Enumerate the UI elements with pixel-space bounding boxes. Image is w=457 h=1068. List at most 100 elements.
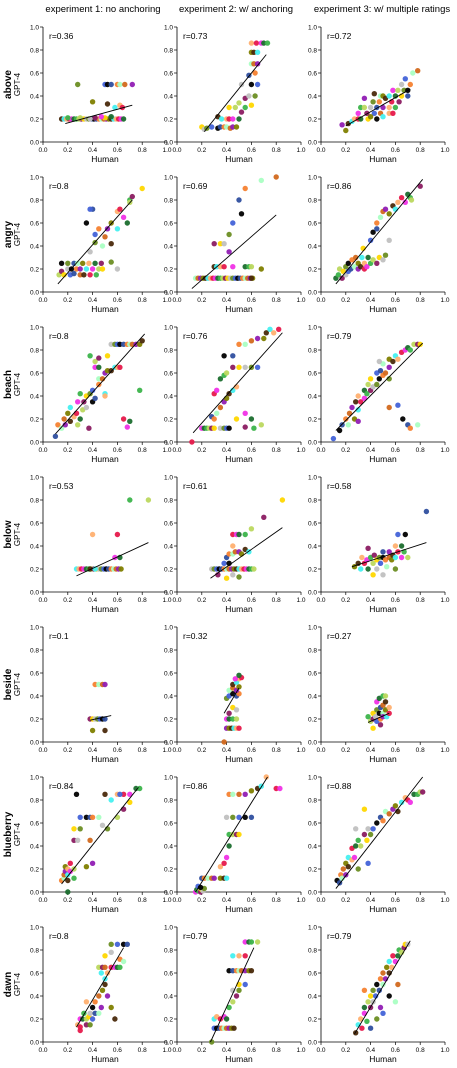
fit-line [57, 199, 133, 285]
data-point [58, 260, 65, 266]
data-point [248, 526, 255, 532]
y-tick-label: 0.6 [30, 670, 39, 677]
data-point [61, 272, 67, 278]
data-point [364, 391, 370, 397]
data-point [99, 243, 106, 249]
data-point [104, 101, 111, 107]
data-point [248, 40, 255, 46]
y-tick-label: 0.0 [164, 889, 173, 896]
y-tick-label: 1.0 [164, 624, 173, 631]
data-point [221, 739, 227, 745]
x-tick-label: 0.6 [247, 597, 256, 604]
data-point [230, 814, 236, 820]
data-point [364, 1018, 370, 1024]
panel-angry-3: 0.00.0 0.2 0.2 0.4 0.4 0.6 0.6 0.8 0.8 1.0 1.0 Huma… [308, 174, 450, 314]
data-point [372, 993, 379, 999]
row-label-angry: angry [3, 220, 14, 248]
correlation-label: r=0.36 [49, 31, 74, 41]
data-point [392, 803, 399, 809]
x-tick-label: 1.0 [440, 1047, 449, 1054]
fit-line [335, 179, 424, 285]
y-tick-label: 1.0 [308, 24, 317, 31]
panel-below-2: 0.00.0 0.2 0.2 0.4 0.4 0.6 0.6 0.8 0.8 1.0 1.0 Huma… [164, 474, 306, 614]
data-point [380, 549, 386, 555]
data-point [254, 364, 261, 370]
data-point [112, 104, 118, 111]
x-tick-label: 0.2 [197, 297, 206, 304]
data-point [96, 355, 102, 361]
data-point [367, 831, 374, 838]
y-tick-label: 0.4 [30, 843, 39, 850]
panel-dawn-1: 0.00.00.20.20.40.40.60.60.80.81.01.0Huma… [3, 924, 172, 1064]
fit-line [55, 333, 146, 435]
y-tick-label: 0.6 [30, 370, 39, 377]
y-tick-label: 0.8 [308, 347, 317, 354]
row-label-dawn: dawn [3, 972, 14, 998]
correlation-label: r=0.8 [49, 331, 69, 341]
x-tick-label: 0.4 [88, 147, 97, 154]
correlation-label: r=0.79 [327, 331, 352, 341]
data-point [122, 81, 128, 88]
data-point [226, 104, 232, 111]
y-tick-label: 0.0 [308, 889, 317, 896]
x-tick-label: 0.8 [416, 897, 425, 904]
data-point [65, 266, 71, 272]
x-tick-label: 0.8 [138, 747, 147, 754]
y-tick-label: 0.0 [30, 889, 39, 896]
data-point [226, 425, 232, 431]
data-point [221, 560, 227, 566]
y-tick-label: 1.0 [308, 174, 317, 181]
data-point [217, 404, 224, 411]
data-point [374, 566, 380, 572]
data-point [65, 877, 71, 884]
data-point [407, 347, 413, 353]
data-point [98, 1004, 105, 1011]
x-tick-label: 0.4 [366, 747, 375, 754]
data-point [75, 399, 81, 405]
data-point [370, 725, 376, 731]
data-point [376, 710, 382, 716]
x-tick-label: 0.8 [272, 147, 281, 154]
data-point [365, 999, 371, 1005]
data-point [400, 416, 406, 422]
data-point [230, 116, 236, 122]
data-point [120, 791, 127, 797]
data-point [226, 716, 232, 722]
data-point [96, 1010, 102, 1016]
y-tick-label: 0.8 [308, 497, 317, 504]
data-point [89, 860, 96, 866]
data-point [361, 95, 368, 102]
data-point [273, 174, 279, 180]
data-point [77, 391, 83, 397]
x-tick-label: 1.0 [296, 147, 305, 154]
x-axis-label: Human [369, 904, 397, 914]
y-tick-label: 0.4 [308, 993, 317, 1000]
y-tick-label: 0.0 [30, 1039, 39, 1046]
data-point [336, 427, 343, 434]
y-tick-label: 0.0 [308, 439, 317, 446]
data-point [236, 364, 242, 370]
x-tick-label: 0.6 [391, 147, 400, 154]
x-tick-label: 0.4 [88, 597, 97, 604]
data-point [374, 226, 380, 232]
data-point [129, 81, 135, 88]
data-point [92, 231, 98, 238]
data-point [277, 785, 283, 792]
data-point [55, 422, 61, 428]
x-tick-label: 0.8 [272, 747, 281, 754]
data-point [402, 76, 408, 82]
data-point [221, 353, 227, 359]
fit-line [354, 940, 411, 1035]
y-axis-label: GPT-4 [13, 972, 22, 996]
data-point [370, 99, 376, 105]
data-point [137, 387, 143, 393]
x-tick-label: 0.8 [416, 447, 425, 454]
x-tick-label: 0.6 [391, 747, 400, 754]
data-point [120, 214, 127, 220]
data-point [392, 554, 399, 561]
correlation-label: r=0.73 [183, 31, 208, 41]
data-point [98, 114, 105, 120]
panel-dawn-3: 0.00.0 0.2 0.2 0.4 0.4 0.6 0.6 0.8 0.8 1.0 1.0 Huma… [308, 924, 450, 1064]
data-point [61, 416, 67, 422]
y-tick-label: 0.4 [164, 693, 173, 700]
